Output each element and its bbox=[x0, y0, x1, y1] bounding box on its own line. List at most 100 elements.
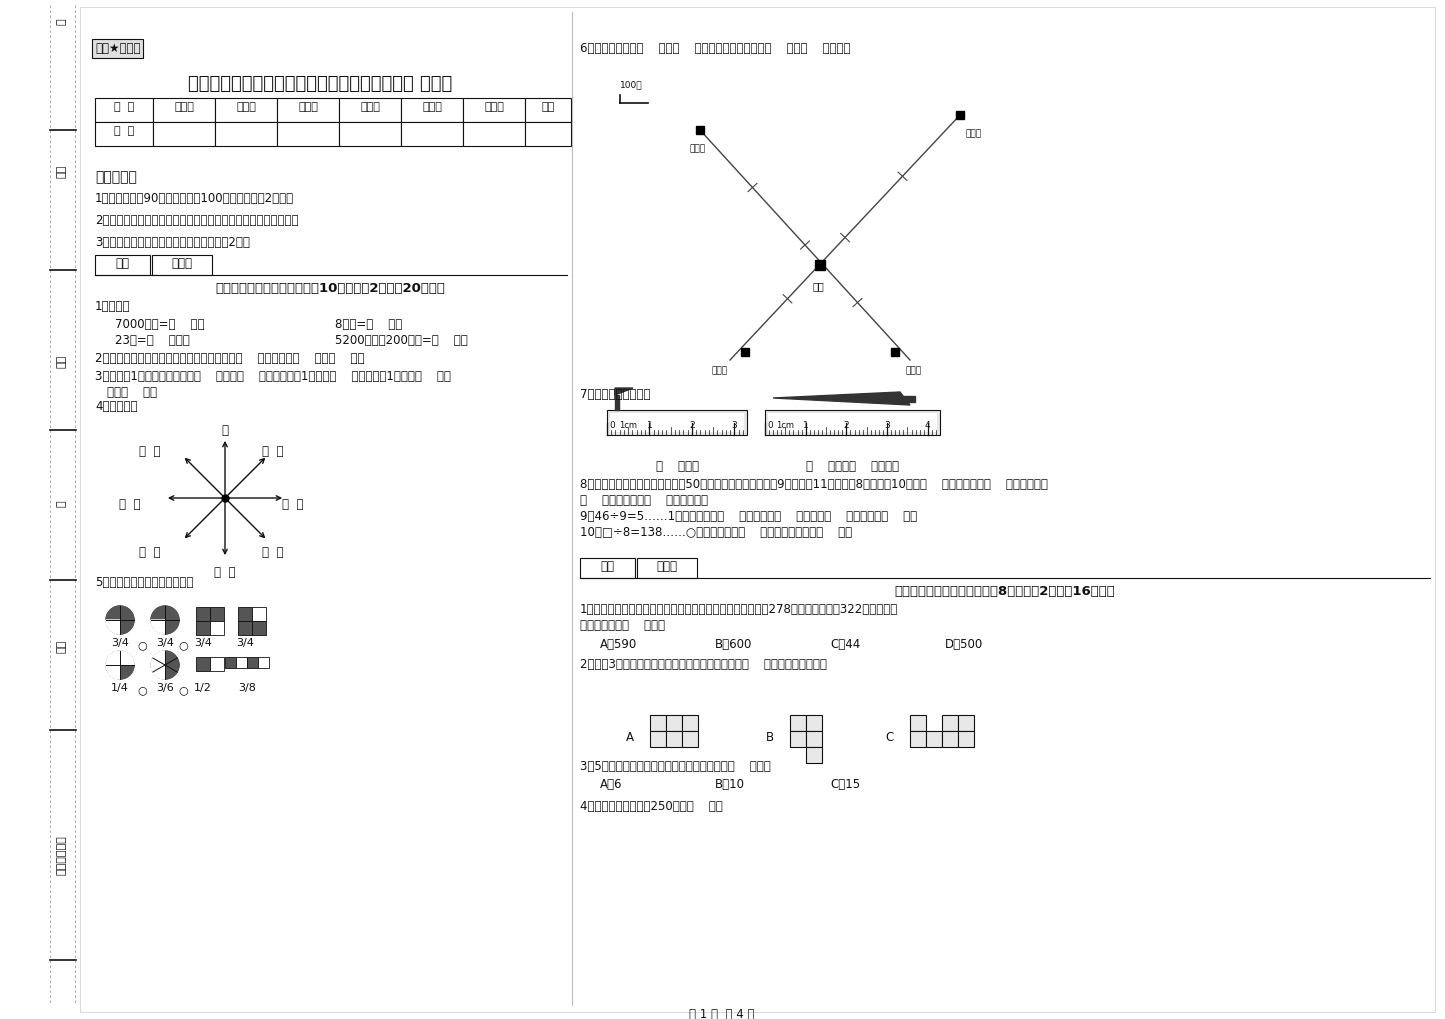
Bar bbox=[225, 657, 236, 668]
Polygon shape bbox=[897, 396, 915, 403]
Text: 选择题: 选择题 bbox=[236, 102, 256, 112]
Polygon shape bbox=[153, 665, 165, 679]
Text: 应用题: 应用题 bbox=[484, 102, 504, 112]
Text: 1: 1 bbox=[803, 421, 809, 430]
Bar bbox=[95, 122, 153, 146]
Bar bbox=[277, 122, 340, 146]
Bar bbox=[153, 98, 215, 122]
Bar bbox=[942, 715, 958, 731]
Text: A、590: A、590 bbox=[600, 638, 637, 651]
Text: 2、在进位加法中，不管哪一位上的数相加满（    ），都要向（    ）进（    ）。: 2、在进位加法中，不管哪一位上的数相加满（ ），都要向（ ）进（ ）。 bbox=[95, 352, 364, 365]
Bar bbox=[666, 731, 682, 747]
Bar bbox=[238, 607, 251, 621]
Text: 0: 0 bbox=[608, 421, 614, 430]
Polygon shape bbox=[120, 606, 134, 620]
Text: 内: 内 bbox=[56, 500, 66, 506]
Text: C: C bbox=[886, 731, 894, 744]
Text: （  ）: （ ） bbox=[282, 498, 303, 511]
Bar bbox=[525, 98, 571, 122]
Text: 北: 北 bbox=[221, 424, 228, 437]
Text: 1、广州新电视塔是广州市目前最高的建筑，它比中信大厦高278米。中信大厦高322米，那么广: 1、广州新电视塔是广州市目前最高的建筑，它比中信大厦高278米。中信大厦高322… bbox=[579, 603, 899, 616]
Text: 小明家: 小明家 bbox=[905, 366, 920, 375]
Bar bbox=[153, 122, 215, 146]
Bar bbox=[340, 98, 402, 122]
Bar bbox=[666, 715, 682, 731]
Text: 8、体育老师对第一小组同学进行50米跑测试，成绩如下小红9秒，小丽11秒，小明8秒，小军10秒。（    ）跑得最快，（    ）跑得最慢。: 8、体育老师对第一小组同学进行50米跑测试，成绩如下小红9秒，小丽11秒，小明8… bbox=[579, 478, 1048, 491]
Bar bbox=[238, 621, 251, 635]
Text: 7、量出钉子的长度。: 7、量出钉子的长度。 bbox=[579, 388, 650, 401]
Bar bbox=[767, 413, 936, 432]
Text: 题  号: 题 号 bbox=[114, 102, 134, 112]
Bar bbox=[650, 715, 666, 731]
Text: 3/8: 3/8 bbox=[238, 683, 256, 693]
Text: 9、46÷9=5……1中，被除数是（    ），除数是（    ），商是（    ），余数是（    ）。: 9、46÷9=5……1中，被除数是（ ），除数是（ ），商是（ ），余数是（ ）… bbox=[579, 510, 918, 523]
Text: 1、换算。: 1、换算。 bbox=[95, 300, 130, 313]
Text: 乡镇（街道）: 乡镇（街道） bbox=[56, 835, 66, 874]
Text: 四川省重点小学三年级数学上学期每周一练试题 附解析: 四川省重点小学三年级数学上学期每周一练试题 附解析 bbox=[188, 75, 452, 93]
Text: 1/4: 1/4 bbox=[111, 683, 129, 693]
Bar bbox=[95, 255, 150, 275]
Text: 4、下面的结果刚好是250的是（    ）。: 4、下面的结果刚好是250的是（ ）。 bbox=[579, 800, 722, 813]
Text: （    ）跑得最快，（    ）跑得最慢。: （ ）跑得最快，（ ）跑得最慢。 bbox=[579, 494, 708, 507]
Bar bbox=[942, 731, 958, 747]
Polygon shape bbox=[150, 620, 165, 634]
Text: 2: 2 bbox=[844, 421, 850, 430]
Text: 3/6: 3/6 bbox=[156, 683, 173, 693]
Text: 7000千克=（    ）吨: 7000千克=（ ）吨 bbox=[116, 318, 205, 331]
Bar bbox=[607, 410, 747, 435]
Text: ○: ○ bbox=[137, 640, 147, 650]
Text: （  ）: （ ） bbox=[120, 498, 140, 511]
Text: 2、请首先按要求在试卷的指定位置填写您的姓名、班级、学号。: 2、请首先按要求在试卷的指定位置填写您的姓名、班级、学号。 bbox=[95, 214, 299, 227]
Bar bbox=[806, 731, 822, 747]
Text: 得分: 得分 bbox=[116, 257, 130, 270]
Bar bbox=[197, 621, 210, 635]
Polygon shape bbox=[153, 651, 165, 665]
Text: 23吨=（    ）千克: 23吨=（ ）千克 bbox=[116, 334, 189, 347]
Text: 100米: 100米 bbox=[620, 81, 643, 89]
Text: 10、□÷8=138……○，余数最大值（    ），这时被除数是（    ）。: 10、□÷8=138……○，余数最大值（ ），这时被除数是（ ）。 bbox=[579, 526, 853, 539]
Text: （    ）毫米: （ ）毫米 bbox=[656, 460, 698, 473]
Text: ○: ○ bbox=[178, 685, 188, 695]
Polygon shape bbox=[165, 651, 178, 665]
Text: （  ）: （ ） bbox=[139, 546, 160, 559]
Bar bbox=[277, 98, 340, 122]
Bar bbox=[650, 731, 666, 747]
Text: ○: ○ bbox=[137, 685, 147, 695]
Text: 格是（    ）。: 格是（ ）。 bbox=[107, 386, 158, 399]
Polygon shape bbox=[150, 658, 165, 672]
Bar bbox=[197, 657, 210, 671]
Text: 得分: 得分 bbox=[600, 560, 614, 573]
Text: 二、反复比较，慎重选择（共8题，每题2分，共16分）。: 二、反复比较，慎重选择（共8题，每题2分，共16分）。 bbox=[894, 585, 1116, 598]
Text: 3: 3 bbox=[884, 421, 890, 430]
Bar bbox=[215, 122, 277, 146]
Text: 2: 2 bbox=[689, 421, 695, 430]
Polygon shape bbox=[105, 606, 120, 620]
Polygon shape bbox=[165, 606, 179, 620]
Text: 填空题: 填空题 bbox=[173, 102, 194, 112]
Bar bbox=[197, 607, 210, 621]
Polygon shape bbox=[165, 665, 178, 679]
Text: 得  分: 得 分 bbox=[114, 126, 134, 136]
Text: 5、看图写分数，并比较大小。: 5、看图写分数，并比较大小。 bbox=[95, 576, 194, 589]
Polygon shape bbox=[120, 665, 134, 679]
Text: 3/4: 3/4 bbox=[236, 638, 254, 648]
Polygon shape bbox=[616, 388, 633, 395]
Text: 3: 3 bbox=[731, 421, 737, 430]
Text: 0: 0 bbox=[767, 421, 773, 430]
Bar bbox=[236, 657, 247, 668]
Text: 总分: 总分 bbox=[542, 102, 555, 112]
Bar bbox=[95, 98, 153, 122]
Bar bbox=[579, 558, 634, 578]
Bar bbox=[247, 657, 259, 668]
Bar bbox=[637, 558, 696, 578]
Text: （  ）: （ ） bbox=[263, 546, 285, 559]
Text: C、44: C、44 bbox=[829, 638, 860, 651]
Text: 综合题: 综合题 bbox=[422, 102, 442, 112]
Text: 8千克=（    ）克: 8千克=（ ）克 bbox=[335, 318, 402, 331]
Text: 1: 1 bbox=[646, 421, 652, 430]
Text: （    ）厘米（    ）毫米。: （ ）厘米（ ）毫米。 bbox=[806, 460, 899, 473]
Text: 州新电视塔高（    ）米。: 州新电视塔高（ ）米。 bbox=[579, 619, 665, 632]
Bar bbox=[210, 621, 224, 635]
Text: 3、分针走1小格，秒针正好走（    ），是（    ）秒。分针走1大格是（    ），时针走1大格是（    ）。: 3、分针走1小格，秒针正好走（ ），是（ ）秒。分针走1大格是（ ），时针走1大… bbox=[95, 370, 451, 383]
Text: A: A bbox=[626, 731, 634, 744]
